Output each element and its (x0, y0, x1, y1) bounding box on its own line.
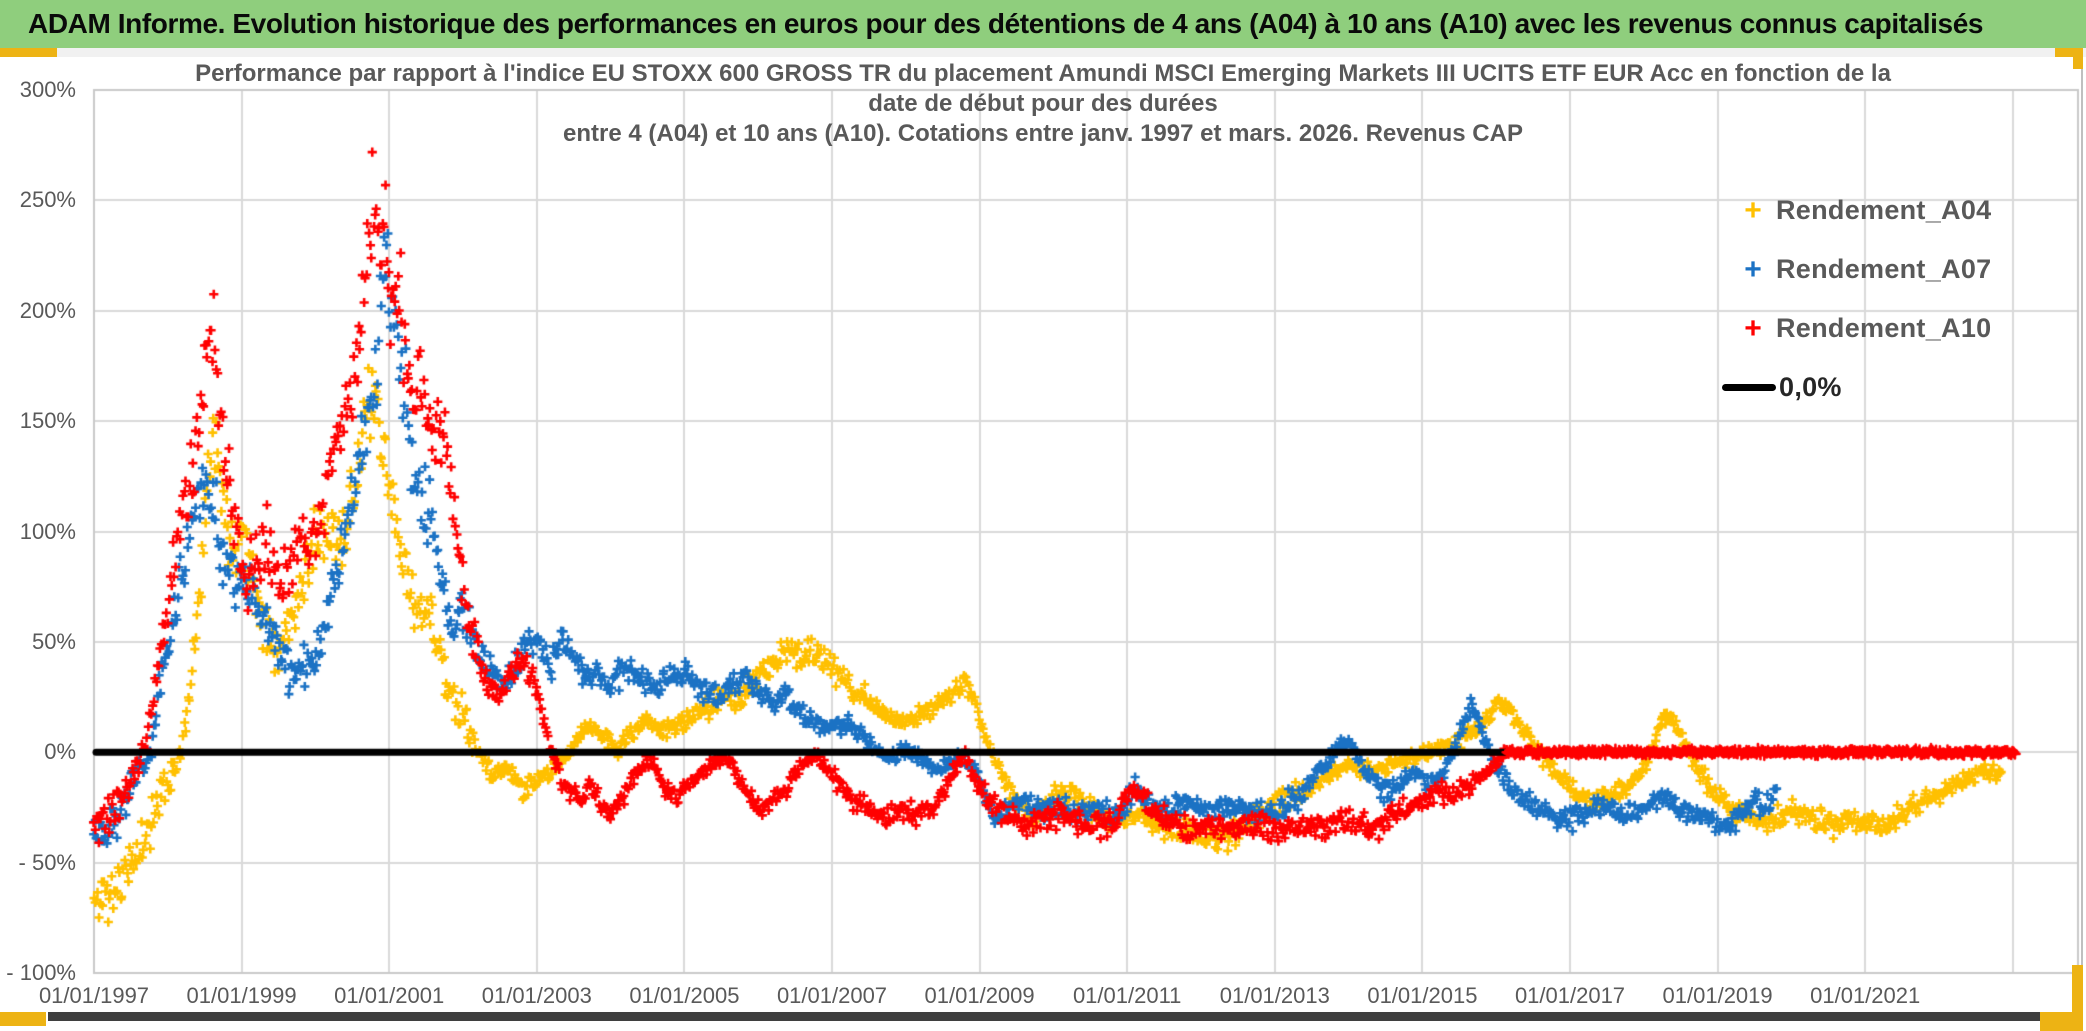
y-tick-label: 100% (19, 518, 76, 544)
y-tick-label: - 50% (18, 849, 76, 875)
x-tick-label: 01/01/2017 (1514, 983, 1626, 1008)
page-header: ADAM Informe. Evolution historique des p… (0, 0, 2086, 48)
chart-title-line-2: date de début pour des durées (868, 90, 1218, 117)
x-tick-label: 01/01/2013 (1219, 983, 1330, 1008)
legend-item-rendement-a07: + Rendement_A07 (1730, 240, 1991, 299)
legend-label: Rendement_A07 (1776, 254, 1992, 284)
x-tick-label: 01/01/2001 (334, 983, 445, 1008)
x-tick-label: 01/01/2009 (924, 983, 1035, 1008)
legend-plus-marker-icon: + (1744, 252, 1762, 286)
x-tick-label: 01/01/1999 (186, 983, 297, 1008)
x-tick-label: 01/01/2015 (1367, 983, 1478, 1008)
x-tick-label: 01/01/2021 (1810, 983, 1921, 1008)
y-tick-label: 250% (19, 187, 76, 213)
y-tick-label: 300% (19, 77, 76, 102)
legend-label: 0,0% (1779, 372, 1842, 402)
header-substrip (0, 48, 2086, 57)
gold-accent-top-right-v (2073, 48, 2083, 69)
gold-accent-top-left (0, 48, 57, 57)
legend-label: Rendement_A04 (1776, 195, 1992, 225)
x-tick-label: 01/01/2003 (481, 983, 592, 1008)
y-tick-label: 200% (19, 297, 76, 323)
chart-title-line-1: Performance par rapport à l'indice EU ST… (195, 60, 1891, 87)
y-tick-label: 150% (19, 408, 76, 434)
page-title: ADAM Informe. Evolution historique des p… (28, 8, 1984, 39)
gold-accent-bottom-left (0, 1012, 46, 1026)
legend-label: Rendement_A10 (1776, 313, 1992, 343)
legend-item-rendement-a10: + Rendement_A10 (1730, 299, 1991, 358)
chart-title: Performance par rapport à l'indice EU ST… (143, 59, 1943, 149)
x-tick-label: 01/01/2007 (776, 983, 888, 1008)
gold-accent-right-bar (2072, 965, 2083, 1031)
chart-legend: + Rendement_A04 + Rendement_A07 + Rendement_A… (1722, 181, 1991, 417)
y-tick-label: 50% (31, 628, 76, 654)
x-tick-label: 01/01/1997 (38, 983, 150, 1008)
x-tick-label: 01/01/2005 (629, 983, 740, 1008)
chart-title-line-3: entre 4 (A04) et 10 ans (A10). Cotations… (563, 120, 1523, 147)
bottom-rule (48, 1012, 2040, 1021)
y-tick-label: - 100% (6, 960, 76, 985)
y-tick-label: 0% (44, 739, 76, 765)
gold-accent-bottom-right (2040, 1012, 2083, 1031)
legend-line-swatch (1722, 384, 1776, 391)
legend-item-rendement-a04: + Rendement_A04 (1730, 181, 1991, 240)
x-tick-label: 01/01/2019 (1662, 983, 1773, 1008)
gold-accent-top-right-h (2055, 48, 2083, 57)
right-edge-line (2081, 0, 2083, 1031)
x-tick-label: 01/01/2011 (1072, 983, 1182, 1008)
legend-plus-marker-icon: + (1744, 193, 1762, 227)
legend-plus-marker-icon: + (1744, 311, 1762, 345)
legend-item-0-0-: 0,0% (1722, 358, 1991, 417)
